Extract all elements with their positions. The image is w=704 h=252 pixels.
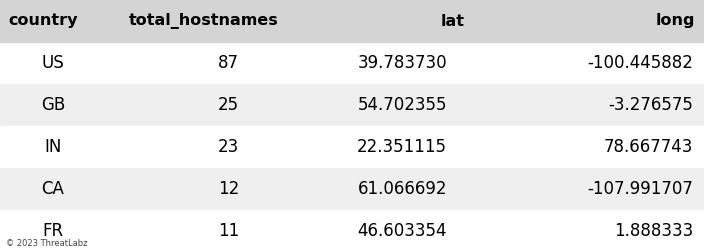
Text: 25: 25: [218, 96, 239, 114]
Text: 78.667743: 78.667743: [604, 138, 693, 156]
Text: -3.276575: -3.276575: [608, 96, 693, 114]
Text: GB: GB: [41, 96, 65, 114]
Text: 23: 23: [218, 138, 239, 156]
Text: 22.351115: 22.351115: [357, 138, 447, 156]
Text: long: long: [656, 14, 696, 28]
Text: 39.783730: 39.783730: [358, 54, 447, 72]
Text: -107.991707: -107.991707: [588, 180, 693, 198]
Bar: [0, 126, 704, 168]
Text: IN: IN: [44, 138, 61, 156]
Text: 1.888333: 1.888333: [614, 222, 693, 240]
Text: total_hostnames: total_hostnames: [128, 13, 278, 29]
Bar: [0, 42, 704, 84]
Text: 11: 11: [218, 222, 239, 240]
Text: 61.066692: 61.066692: [358, 180, 447, 198]
Text: US: US: [42, 54, 64, 72]
Text: 54.702355: 54.702355: [358, 96, 447, 114]
Text: FR: FR: [42, 222, 63, 240]
Text: 46.603354: 46.603354: [358, 222, 447, 240]
Text: © 2023 ThreatLabz: © 2023 ThreatLabz: [6, 239, 87, 248]
Text: CA: CA: [42, 180, 64, 198]
Text: country: country: [8, 14, 78, 28]
Bar: [0, 210, 704, 252]
Text: lat: lat: [441, 14, 465, 28]
Text: 87: 87: [218, 54, 239, 72]
Text: -100.445882: -100.445882: [588, 54, 693, 72]
Bar: [0, 168, 704, 210]
Bar: [0, 0, 704, 42]
Text: 12: 12: [218, 180, 239, 198]
Bar: [0, 84, 704, 126]
